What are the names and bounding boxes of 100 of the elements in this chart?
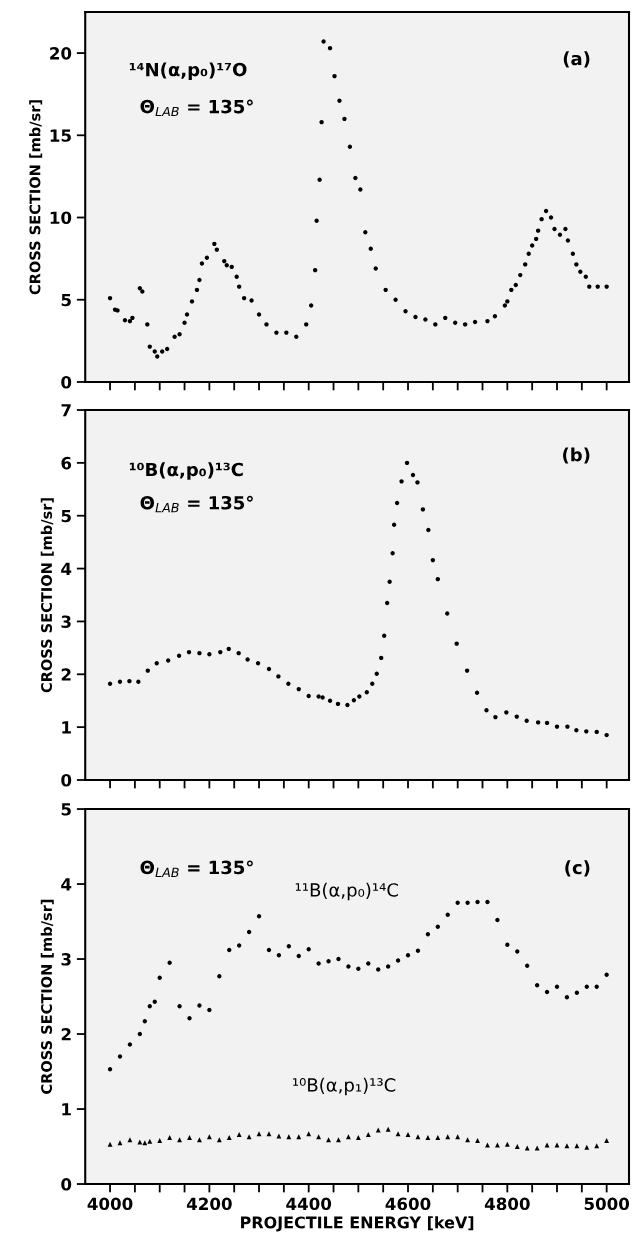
y-tick-label: 0 xyxy=(61,1177,72,1191)
point xyxy=(236,1132,242,1137)
annotation: (b) xyxy=(563,447,590,464)
y-tick-label: 1 xyxy=(62,1103,71,1116)
point xyxy=(554,984,560,989)
point xyxy=(177,1004,182,1009)
point xyxy=(117,1140,123,1146)
point xyxy=(584,984,589,989)
point xyxy=(152,999,157,1004)
point xyxy=(167,1135,173,1140)
y-tick-label: 5 xyxy=(61,293,71,307)
point xyxy=(355,1135,361,1140)
x-tick-label: 4400 xyxy=(286,1197,332,1211)
y-tick-label: 3 xyxy=(61,953,71,966)
point xyxy=(227,947,232,953)
y-tick-label: 1 xyxy=(62,721,71,734)
x-tick-label: 4800 xyxy=(484,1197,530,1211)
point xyxy=(336,1137,341,1143)
point xyxy=(534,983,540,988)
x-tick-label: 4000 xyxy=(87,1197,133,1211)
point xyxy=(475,1138,480,1143)
point xyxy=(356,966,361,971)
point xyxy=(594,984,599,989)
y-axis-title: CROSS SECTION [mb/sr] xyxy=(40,498,54,693)
y-tick-label: 4 xyxy=(61,562,72,575)
point xyxy=(217,974,222,979)
point xyxy=(167,960,172,965)
y-tick-label: 3 xyxy=(61,615,71,628)
point xyxy=(127,1042,133,1047)
point xyxy=(346,964,351,969)
point xyxy=(107,1067,113,1072)
point xyxy=(405,1132,411,1137)
point xyxy=(515,949,520,954)
point xyxy=(604,972,609,977)
point xyxy=(564,995,570,1000)
point xyxy=(256,914,262,919)
point xyxy=(475,899,480,905)
y-tick-label: 6 xyxy=(61,456,72,470)
point xyxy=(326,1137,331,1143)
point xyxy=(445,912,450,917)
annotation: Θ$_{LAB}$ = 135° xyxy=(140,495,253,513)
point xyxy=(405,953,411,958)
point xyxy=(147,1004,152,1009)
y-axis-title: CROSS SECTION [mb/sr] xyxy=(29,100,43,295)
point xyxy=(187,1135,192,1140)
annotation: ¹⁰B(α,p₀)¹³C xyxy=(129,462,243,480)
point xyxy=(117,1054,123,1059)
y-tick-label: 10 xyxy=(50,211,72,225)
point xyxy=(142,1019,148,1024)
y-axis-title: CROSS SECTION [mb/sr] xyxy=(40,899,54,1094)
point xyxy=(316,961,321,966)
point xyxy=(147,1138,153,1144)
point xyxy=(276,953,282,958)
point xyxy=(107,1141,113,1147)
text: ¹¹B(α,p₀)¹⁴C xyxy=(295,882,398,901)
point xyxy=(385,1126,391,1132)
y-tick-label: 20 xyxy=(50,47,72,60)
point xyxy=(525,963,530,968)
point xyxy=(604,1138,610,1143)
point xyxy=(505,942,510,947)
point xyxy=(296,953,301,959)
point xyxy=(485,899,490,905)
y-tick-label: 5 xyxy=(61,803,71,816)
y-tick-label: 4 xyxy=(61,878,72,891)
annotation: (c) xyxy=(565,860,590,877)
point xyxy=(495,917,500,923)
point xyxy=(425,1135,431,1140)
x-tick-label: 5000 xyxy=(584,1197,630,1211)
y-tick-label: 7 xyxy=(61,404,71,417)
x-tick-label: 4600 xyxy=(385,1197,431,1211)
point xyxy=(385,964,391,969)
point xyxy=(256,1131,262,1137)
point xyxy=(207,1007,212,1013)
point xyxy=(425,932,431,937)
annotation: Θ$_{LAB}$ = 135° xyxy=(140,99,253,117)
point xyxy=(197,1003,202,1008)
point xyxy=(376,967,381,972)
annotation: (a) xyxy=(563,51,590,68)
point xyxy=(435,924,441,929)
annotation: Θ$_{LAB}$ = 135° xyxy=(140,860,253,877)
y-tick-label: 5 xyxy=(61,509,71,523)
point xyxy=(266,1131,272,1137)
y-tick-label: 0 xyxy=(61,375,72,389)
point xyxy=(246,929,252,935)
point xyxy=(157,975,162,980)
point xyxy=(574,990,580,995)
point xyxy=(286,944,292,949)
point xyxy=(455,900,460,905)
x-axis-title: PROJECTILE ENERGY [keV] xyxy=(241,1216,474,1232)
point xyxy=(197,1137,202,1143)
point xyxy=(465,900,470,905)
point xyxy=(395,958,401,963)
series-label: ¹⁰B(α,p₁)¹³C xyxy=(293,1077,396,1096)
point xyxy=(266,947,272,953)
point xyxy=(504,1141,510,1147)
point xyxy=(306,947,311,952)
y-tick-label: 15 xyxy=(50,129,71,142)
point xyxy=(137,1031,143,1037)
point xyxy=(584,1144,590,1150)
point xyxy=(366,961,371,966)
